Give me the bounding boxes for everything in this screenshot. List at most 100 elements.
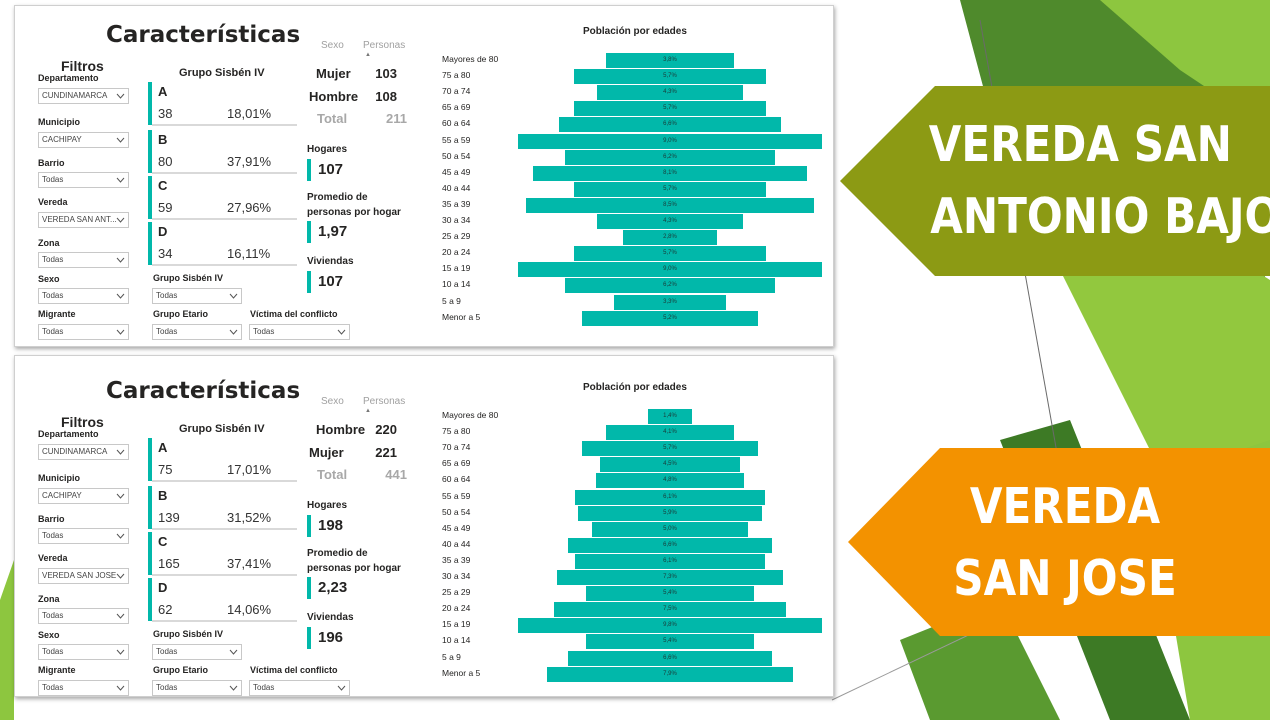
sex-row-label: Mujer — [309, 445, 344, 460]
pyramid-bar[interactable] — [600, 457, 740, 473]
sexo-dropdown[interactable]: Todas — [38, 644, 129, 660]
pyramid-value-label: 5,7% — [663, 445, 677, 452]
barrio-dropdown[interactable]: Todas — [38, 172, 129, 188]
pyramid-bar[interactable] — [622, 230, 718, 246]
pyramid-bar[interactable] — [586, 634, 754, 650]
pyramid-category-label: Menor a 5 — [442, 667, 481, 678]
sisben-card-accent — [148, 82, 152, 125]
chevron-down-icon — [116, 293, 125, 299]
pyramid-bar[interactable] — [573, 246, 767, 262]
vereda-dropdown[interactable]: VEREDA SAN ANT... — [38, 212, 129, 228]
pyramid-bar[interactable] — [565, 149, 775, 165]
barrio-dropdown[interactable]: Todas — [38, 528, 129, 544]
migrante-dropdown[interactable]: Todas — [38, 324, 129, 340]
pyramid-bar[interactable] — [547, 666, 793, 682]
victima-dropdown[interactable]: Todas — [249, 680, 350, 696]
pyramid-bar[interactable] — [648, 409, 692, 424]
pyramid-value-label: 6,6% — [663, 541, 677, 548]
sisben-card-underline — [152, 574, 297, 576]
pyramid-category-label: 40 a 44 — [442, 182, 471, 193]
migrante-dropdown[interactable]: Todas — [38, 680, 129, 696]
col-header-sexo[interactable]: Sexo — [321, 40, 344, 51]
pyramid-bar[interactable] — [533, 165, 807, 181]
sisben-card-letter: C — [158, 178, 168, 193]
dropdown-value: Todas — [42, 327, 64, 336]
pyramid-value-label: 5,4% — [663, 590, 677, 597]
sex-row-value: 103 — [375, 66, 397, 81]
chevron-down-icon — [337, 329, 346, 335]
pyramid-bar[interactable] — [595, 473, 745, 489]
pyramid-category-label: 10 a 14 — [442, 279, 471, 290]
pyramid-value-label: 4,5% — [663, 461, 677, 468]
page-title: Características — [106, 22, 301, 48]
sisben-card-underline — [152, 620, 297, 622]
pyramid-bar[interactable] — [573, 181, 767, 197]
filter-label-zona: Zona — [38, 238, 60, 248]
pyramid-bar[interactable] — [581, 441, 759, 457]
sex-total-label: Total — [317, 111, 348, 126]
pyramid-bar[interactable] — [575, 553, 765, 569]
callout-1-line-2: ANTONIO BAJO — [930, 188, 1270, 245]
pyramid-bar[interactable] — [558, 117, 782, 133]
pyramid-bar[interactable] — [606, 425, 734, 441]
col-header-sexo[interactable]: Sexo — [321, 396, 344, 407]
kpi-accent-bar — [307, 515, 311, 537]
pyramid-bar[interactable] — [518, 618, 822, 634]
pyramid-bar[interactable] — [592, 521, 748, 537]
kpi-viviendas-label: Viviendas — [307, 256, 354, 267]
pyramid-bar[interactable] — [553, 602, 787, 618]
pyramid-bar[interactable] — [582, 310, 758, 326]
pyramid-bar[interactable] — [518, 262, 822, 278]
dashboard-panel-1: Características Filtros Departamento CUN… — [14, 5, 834, 347]
pyramid-bar[interactable] — [605, 53, 735, 68]
municipio-dropdown[interactable]: CACHIPAY — [38, 132, 129, 148]
departamento-dropdown[interactable]: CUNDINAMARCA — [38, 444, 129, 460]
sex-total-label: Total — [317, 467, 348, 482]
pyramid-category-label: 55 a 59 — [442, 134, 471, 145]
pyramid-category-label: 65 a 69 — [442, 102, 471, 113]
pyramid-bar[interactable] — [578, 505, 762, 521]
pyramid-bar[interactable] — [565, 278, 775, 294]
pyramid-bar[interactable] — [575, 489, 765, 505]
dropdown-value: Todas — [42, 647, 64, 656]
pyramid-bar[interactable] — [597, 214, 743, 229]
col-header-personas[interactable]: Personas — [363, 396, 406, 407]
kpi-hogares-label: Hogares — [307, 500, 348, 511]
chevron-down-icon — [116, 177, 125, 183]
sexo-dropdown[interactable]: Todas — [38, 288, 129, 304]
victima-dropdown[interactable]: Todas — [249, 324, 350, 340]
dropdown-value: Todas — [42, 291, 64, 300]
grupo-sisben-dropdown[interactable]: Todas — [152, 288, 242, 304]
pyramid-bar[interactable] — [573, 101, 767, 117]
vereda-dropdown[interactable]: VEREDA SAN JOSE — [38, 568, 129, 584]
pyramid-bar[interactable] — [586, 586, 754, 602]
dropdown-value: Todas — [156, 327, 178, 336]
grupo-etario-dropdown[interactable]: Todas — [152, 324, 242, 340]
filter-label-grupo-sisben: Grupo Sisbén IV — [153, 273, 224, 283]
chevron-down-icon — [229, 293, 238, 299]
filter-label-barrio: Barrio — [38, 158, 65, 168]
zona-dropdown[interactable]: Todas — [38, 252, 129, 268]
col-header-personas[interactable]: Personas — [363, 40, 406, 51]
grupo-sisben-dropdown[interactable]: Todas — [152, 644, 242, 660]
grupo-etario-dropdown[interactable]: Todas — [152, 680, 242, 696]
pyramid-category-label: 5 a 9 — [442, 651, 461, 662]
pyramid-bar[interactable] — [614, 294, 726, 310]
pyramid-bar[interactable] — [518, 133, 822, 149]
filter-label-municipio: Municipio — [38, 473, 80, 483]
pyramid-bar[interactable] — [556, 570, 784, 585]
pyramid-bar[interactable] — [567, 537, 773, 553]
sisben-card-letter: A — [158, 84, 168, 99]
pyramid-bar[interactable] — [597, 85, 743, 101]
pyramid-bar[interactable] — [526, 197, 814, 213]
kpi-accent-bar — [307, 577, 311, 599]
departamento-dropdown[interactable]: CUNDINAMARCA — [38, 88, 129, 104]
municipio-dropdown[interactable]: CACHIPAY — [38, 488, 129, 504]
filter-label-departamento: Departamento — [38, 429, 99, 439]
dropdown-value: Todas — [42, 683, 64, 692]
pyramid-bar[interactable] — [573, 69, 767, 85]
sisben-card-percent: 27,96% — [227, 200, 272, 215]
dropdown-value: Todas — [156, 647, 178, 656]
zona-dropdown[interactable]: Todas — [38, 608, 129, 624]
pyramid-bar[interactable] — [567, 650, 773, 666]
